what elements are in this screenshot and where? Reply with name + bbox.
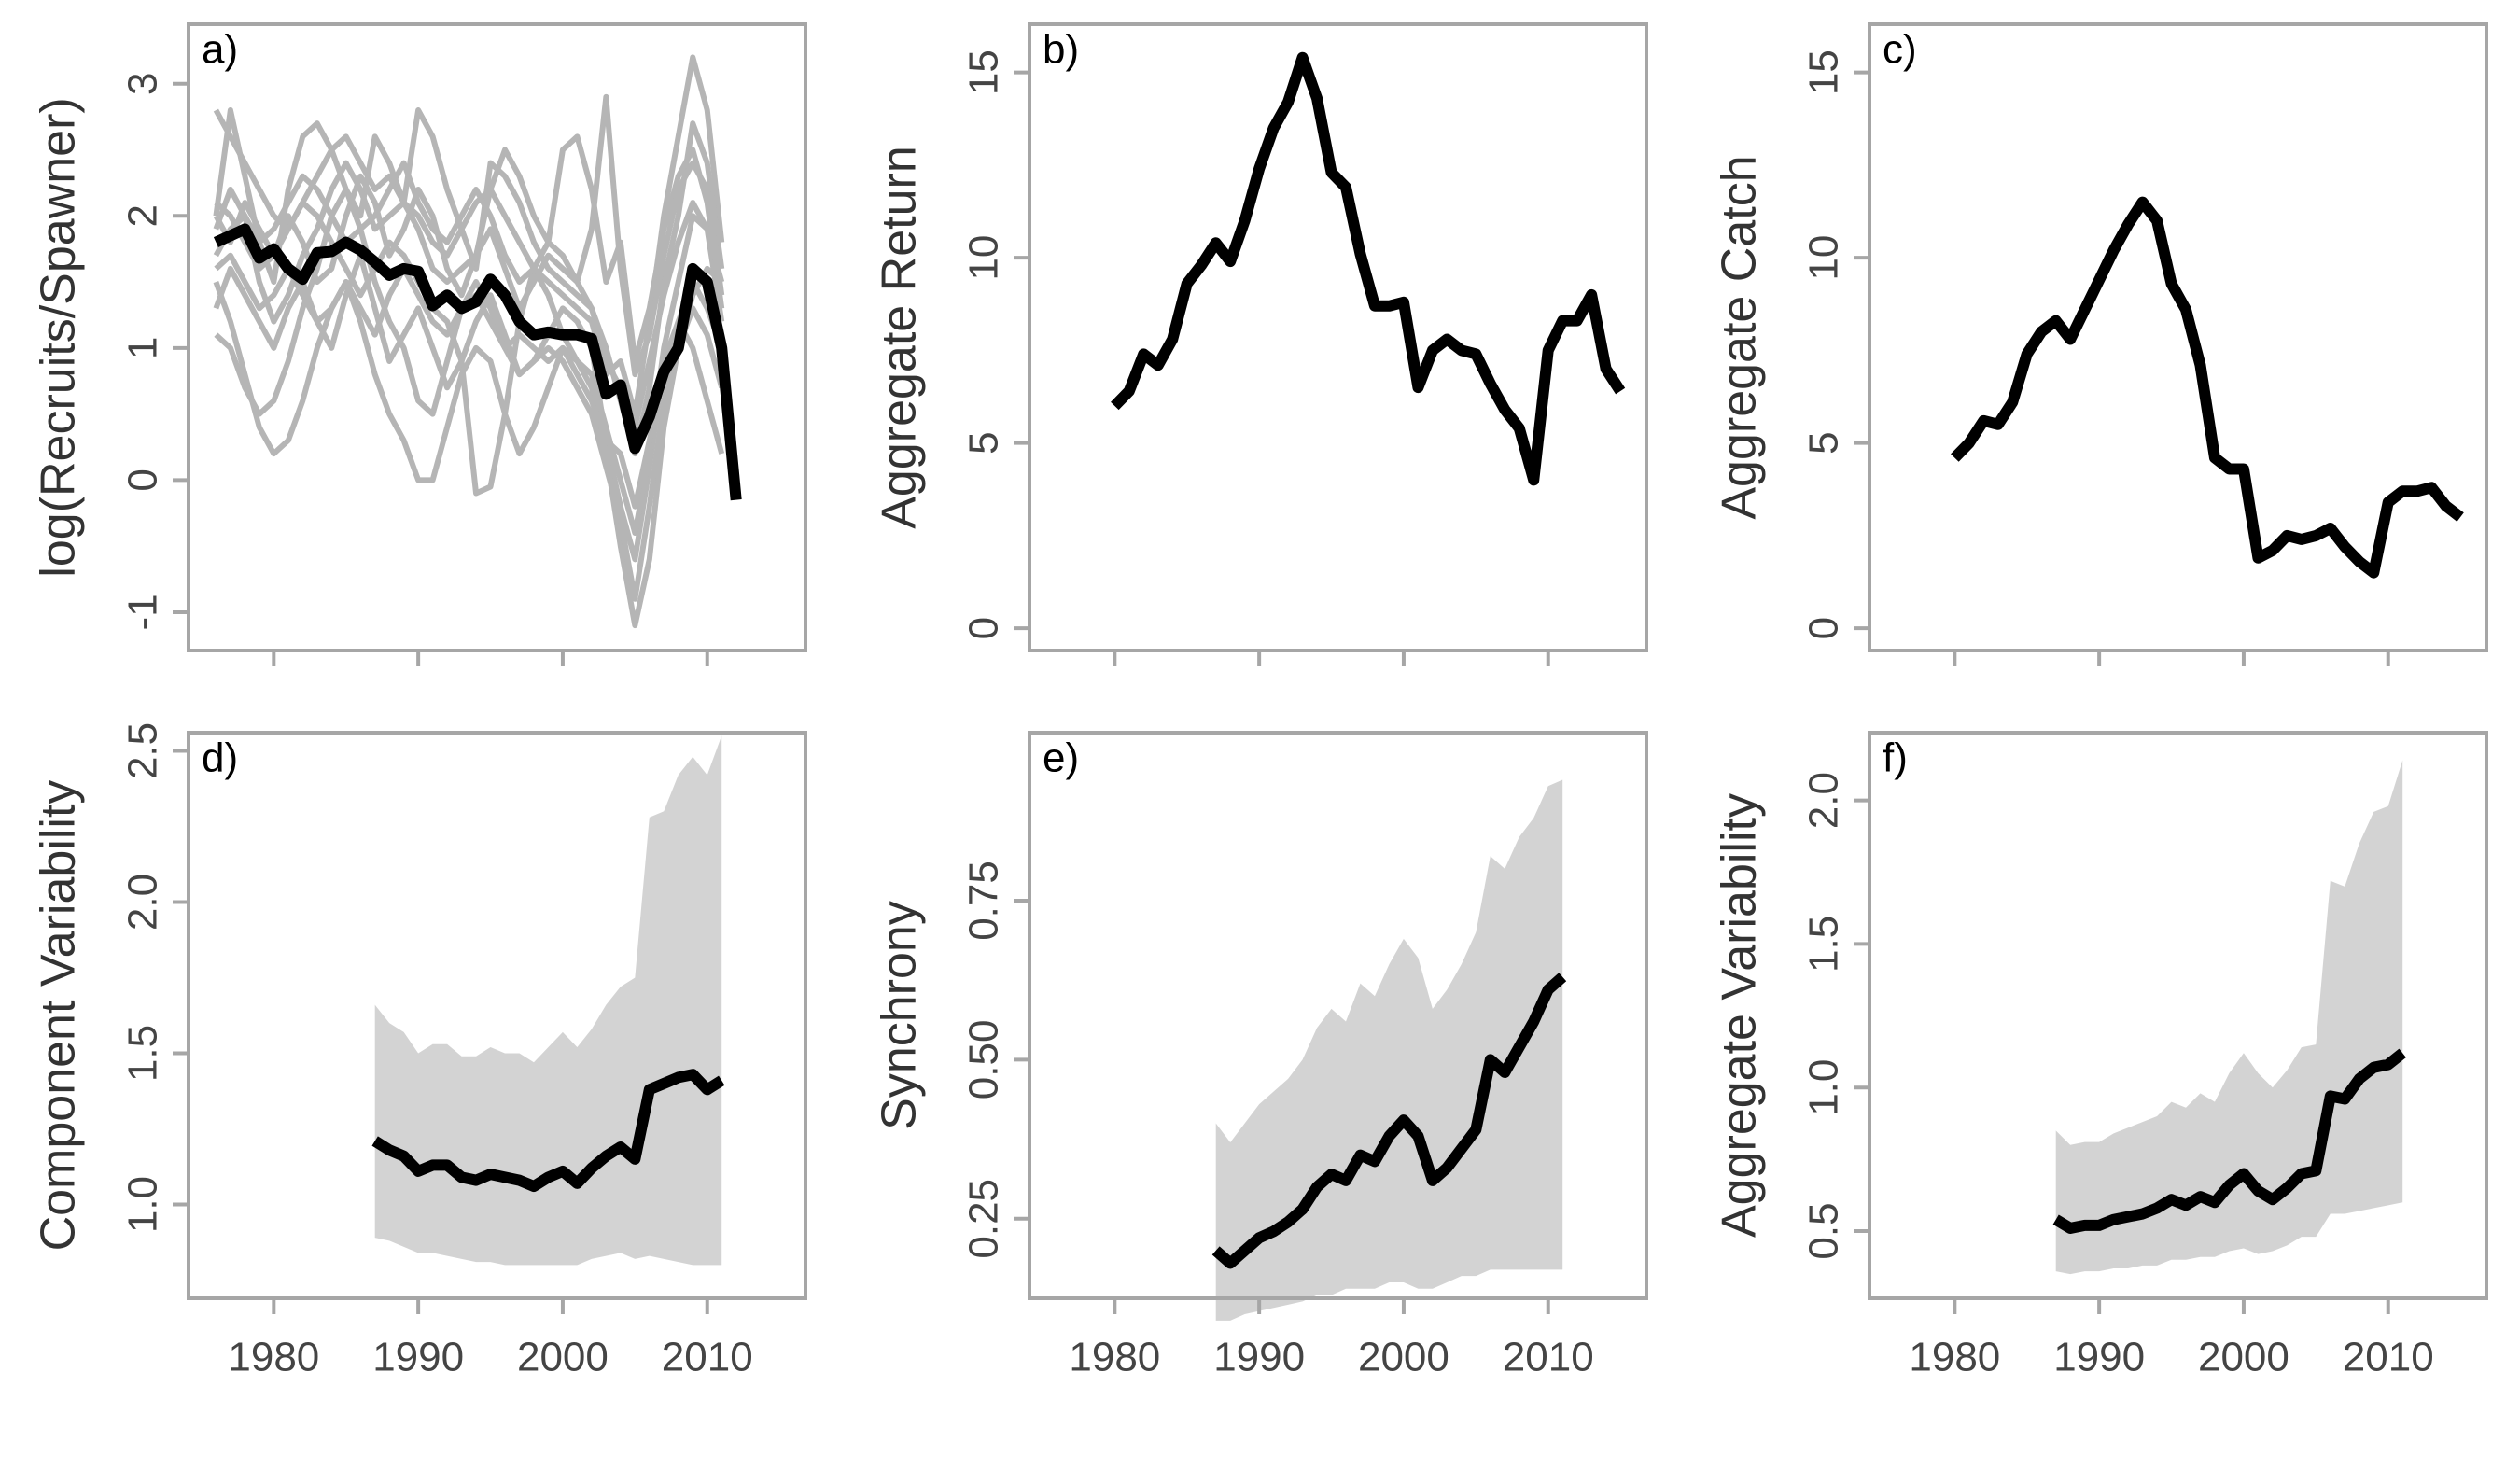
y-tick-label: 15 bbox=[1801, 49, 1847, 95]
y-tick-label: 1.0 bbox=[1801, 1059, 1847, 1116]
y-tick-label: 1.5 bbox=[120, 1025, 166, 1082]
y-tick-label: 0.75 bbox=[961, 861, 1007, 941]
plot-frame bbox=[1868, 731, 2488, 1300]
x-tick-label: 2010 bbox=[2343, 1335, 2434, 1380]
y-tick-label: 0 bbox=[120, 469, 166, 491]
y-tick-label: 2.0 bbox=[1801, 772, 1847, 829]
panel: 1980 1990 2000 2010 1.0 1.5 2.0 2.5 Component Va… bbox=[32, 722, 807, 1380]
y-tick-label: 10 bbox=[961, 235, 1007, 281]
y-axis-label: Component Variability bbox=[32, 780, 86, 1252]
y-tick-label: 1.0 bbox=[120, 1176, 166, 1233]
panel: 1980 1990 2000 2010 0.25 0.50 0.75 Synchrony e) bbox=[873, 731, 1648, 1380]
y-tick-label: 2 bbox=[120, 204, 166, 227]
panel: 0 5 10 15 Aggregate Return b) bbox=[873, 22, 1648, 666]
main-line bbox=[371, 1069, 725, 1193]
y-tick-label: 5 bbox=[1801, 431, 1847, 454]
y-tick-label: 0.25 bbox=[961, 1179, 1007, 1259]
panel: 1980 1990 2000 2010 0.5 1.0 1.5 2.0 Aggregate Va… bbox=[1713, 731, 2488, 1380]
panel-label: c) bbox=[1883, 27, 1917, 73]
y-axis-label: Aggregate Catch bbox=[1713, 155, 1767, 519]
component-line bbox=[214, 200, 725, 537]
y-axis-label: Aggregate Return bbox=[873, 146, 927, 529]
x-tick-label: 1980 bbox=[1909, 1335, 2000, 1380]
plot-frame bbox=[1028, 731, 1648, 1300]
y-tick-label: 0.5 bbox=[1801, 1202, 1847, 1259]
band bbox=[2055, 760, 2403, 1275]
panel: 0 5 10 15 Aggregate Catch c) bbox=[1713, 22, 2488, 666]
panel: -1 0 1 2 3 log(Recruits/Spawner) a) bbox=[32, 22, 807, 666]
y-tick-label: 3 bbox=[120, 72, 166, 94]
y-tick-label: 15 bbox=[961, 49, 1007, 95]
component-line bbox=[213, 133, 725, 364]
x-tick-label: 2000 bbox=[517, 1335, 609, 1380]
component-line bbox=[214, 186, 725, 563]
main-line bbox=[213, 223, 742, 501]
band bbox=[1215, 779, 1563, 1321]
main-line bbox=[2052, 1048, 2406, 1234]
y-tick-label: 0 bbox=[1801, 617, 1847, 639]
component-line bbox=[213, 265, 724, 629]
y-axis-label: log(Recruits/Spawner) bbox=[32, 97, 86, 577]
x-tick-label: 2010 bbox=[662, 1335, 753, 1380]
x-tick-label: 1990 bbox=[1213, 1335, 1305, 1380]
main-line bbox=[1211, 973, 1567, 1269]
component-line bbox=[213, 160, 725, 430]
main-line bbox=[1951, 196, 2464, 579]
x-tick-label: 1980 bbox=[1069, 1335, 1160, 1380]
y-tick-label: 2.5 bbox=[120, 722, 166, 779]
main-line bbox=[1111, 51, 1626, 486]
x-tick-label: 2000 bbox=[2198, 1335, 2289, 1380]
plot-frame bbox=[187, 731, 807, 1300]
y-axis-label: Aggregate Variability bbox=[1713, 793, 1767, 1238]
plot-frame bbox=[187, 22, 807, 652]
panel-label: f) bbox=[1883, 735, 1908, 781]
y-tick-label: 0 bbox=[961, 617, 1007, 639]
y-tick-label: 5 bbox=[961, 431, 1007, 454]
y-tick-label: 10 bbox=[1801, 235, 1847, 281]
component-line bbox=[213, 93, 725, 378]
y-tick-label: 1 bbox=[120, 337, 166, 359]
y-tick-label: 2.0 bbox=[120, 874, 166, 931]
y-tick-label: 1.5 bbox=[1801, 916, 1847, 973]
x-tick-label: 2000 bbox=[1358, 1335, 1449, 1380]
band bbox=[374, 735, 722, 1266]
plot-frame bbox=[1868, 22, 2488, 652]
x-tick-label: 2010 bbox=[1503, 1335, 1594, 1380]
plot-frame bbox=[1028, 22, 1648, 652]
x-tick-label: 1980 bbox=[228, 1335, 319, 1380]
y-tick-label: 0.50 bbox=[961, 1020, 1007, 1100]
panel-label: b) bbox=[1043, 27, 1079, 73]
panel-label: a) bbox=[202, 27, 238, 73]
x-tick-label: 1990 bbox=[372, 1335, 464, 1380]
panel-label: d) bbox=[202, 735, 238, 781]
y-tick-label: -1 bbox=[120, 594, 166, 630]
y-axis-label: Synchrony bbox=[873, 901, 927, 1130]
panel-label: e) bbox=[1043, 735, 1079, 781]
x-tick-label: 1990 bbox=[2053, 1335, 2145, 1380]
